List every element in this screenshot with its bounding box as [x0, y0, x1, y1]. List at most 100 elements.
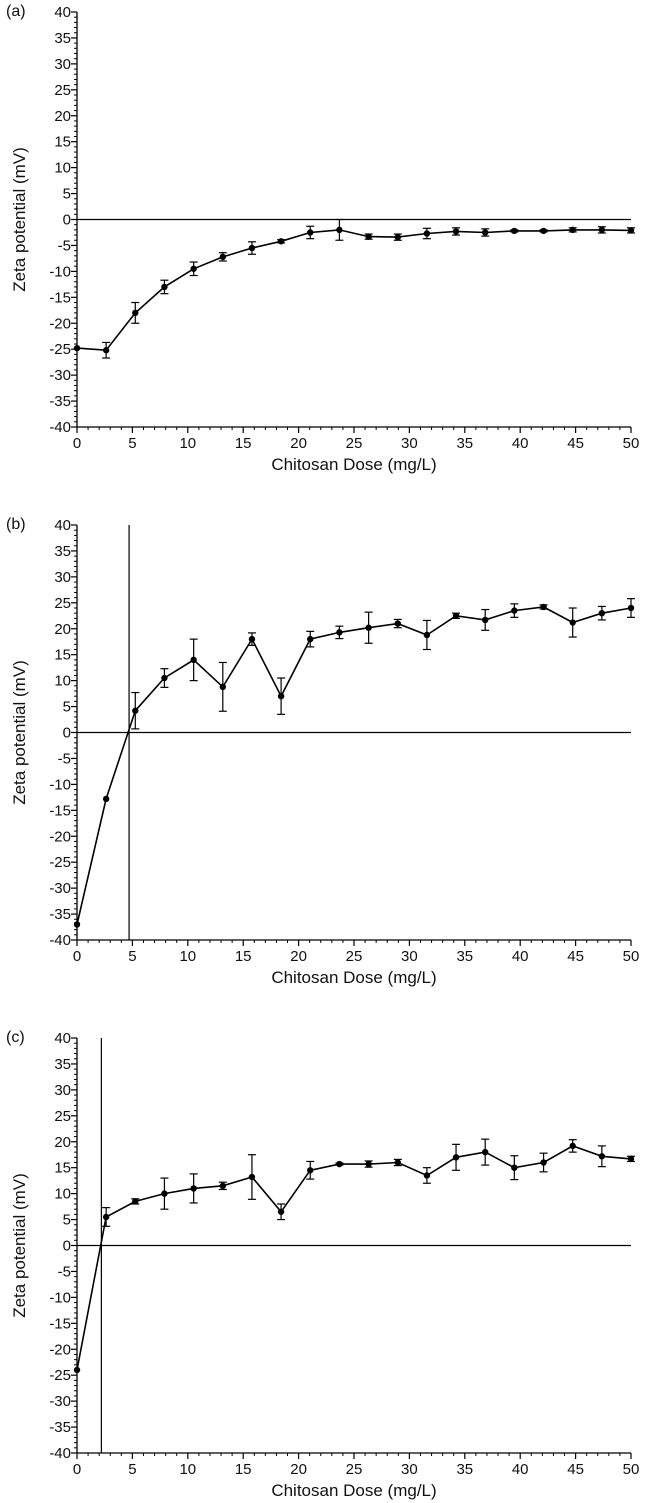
x-axis-title: Chitosan Dose (mg/L): [271, 968, 436, 987]
y-tick-label: 0: [63, 212, 71, 229]
data-point: [423, 1172, 431, 1179]
x-tick-label: 10: [179, 1461, 196, 1478]
x-tick-label: 25: [346, 1461, 363, 1478]
y-tick-label: 40: [54, 1030, 71, 1047]
y-tick-label: -20: [49, 1341, 71, 1358]
data-point: [481, 616, 489, 624]
y-tick-label: 30: [54, 56, 71, 73]
y-axis-title: Zeta potential (mV): [10, 147, 29, 292]
y-tick-label: -15: [49, 1315, 71, 1332]
data-point: [627, 604, 635, 612]
y-tick-label: -5: [58, 1263, 71, 1280]
x-tick-label: 40: [512, 948, 529, 965]
data-point: [307, 635, 314, 643]
x-tick-label: 25: [346, 435, 363, 452]
x-tick-label: 50: [623, 948, 640, 965]
y-tick-label: 5: [63, 699, 71, 716]
data-point: [161, 283, 168, 291]
data-point: [394, 233, 401, 241]
chart-panel-c: -40 -35 -30 -25 -20 -15 -10 -5 0 5 10 15 20 25 30 35 40 0…: [6, 1029, 639, 1500]
x-tick-label: 30: [401, 1461, 418, 1478]
y-tick-label: -10: [49, 776, 71, 793]
data-point: [423, 230, 431, 237]
y-tick-label: 5: [63, 1212, 71, 1229]
y-tick-label: -5: [58, 750, 71, 767]
x-tick-label: 20: [290, 1461, 307, 1478]
y-tick-label: 10: [54, 160, 71, 177]
data-point: [452, 1154, 460, 1161]
data-point: [365, 233, 372, 240]
y-tick-label: -15: [49, 802, 71, 819]
data-point: [190, 656, 197, 664]
data-point: [132, 309, 139, 317]
y-tick-label: -20: [49, 315, 71, 332]
y-tick-label: 25: [54, 595, 71, 612]
data-point: [132, 707, 139, 714]
y-tick-label: 0: [63, 1238, 71, 1255]
x-tick-label: 10: [179, 435, 196, 452]
x-tick-label: 20: [290, 948, 307, 965]
y-axis-title: Zeta potential (mV): [10, 1173, 29, 1318]
data-point: [540, 227, 547, 235]
y-tick-label: -30: [49, 880, 71, 897]
data-point: [394, 1159, 401, 1166]
y-tick-label: -40: [49, 1445, 71, 1462]
x-tick-label: 50: [623, 435, 640, 452]
series-line: [76, 229, 632, 352]
data-point: [161, 1190, 168, 1197]
x-tick-label: 0: [73, 948, 81, 965]
y-tick-label: 40: [54, 4, 71, 21]
y-tick-label: 20: [54, 1134, 71, 1151]
y-tick-label: -15: [49, 289, 71, 306]
data-point: [452, 612, 460, 619]
x-tick-label: 50: [623, 1461, 640, 1478]
y-tick-label: 25: [54, 82, 71, 99]
series-line: [76, 1145, 632, 1371]
data-point: [336, 629, 343, 636]
y-tick-label: 40: [54, 517, 71, 534]
data-point: [365, 624, 372, 631]
x-axis-title: Chitosan Dose (mg/L): [271, 455, 436, 474]
data-point: [540, 1159, 547, 1166]
chart-panel-a: -40 -35 -30 -25 -20 -15 -10 -5 0 5 10 15 20 25 30 35 40 0…: [6, 3, 639, 474]
data-point: [627, 227, 635, 234]
y-tick-label: 30: [54, 1082, 71, 1099]
y-tick-label: 15: [54, 1160, 71, 1177]
y-tick-label: -25: [49, 854, 71, 871]
data-point: [569, 1142, 576, 1150]
y-tick-label: 15: [54, 134, 71, 151]
data-point: [277, 238, 285, 245]
data-point: [307, 229, 314, 236]
data-point: [336, 226, 343, 234]
data-point: [540, 603, 547, 611]
y-tick-label: 10: [54, 673, 71, 690]
x-tick-label: 40: [512, 1461, 529, 1478]
data-point: [627, 1155, 635, 1163]
data-point: [511, 607, 518, 614]
x-tick-label: 35: [456, 435, 473, 452]
x-tick-label: 5: [128, 1461, 136, 1478]
y-tick-label: 15: [54, 647, 71, 664]
data-point: [277, 692, 285, 700]
data-point: [481, 229, 489, 236]
data-point: [511, 227, 518, 235]
data-point: [394, 620, 401, 627]
data-point: [307, 1167, 314, 1174]
y-tick-label: -10: [49, 263, 71, 280]
y-tick-label: 0: [63, 725, 71, 742]
data-point: [102, 795, 110, 803]
y-tick-label: -20: [49, 828, 71, 845]
panel-label: (a): [6, 3, 26, 20]
data-point: [73, 1366, 81, 1374]
y-tick-label: -35: [49, 1419, 71, 1436]
x-axis-title: Chitosan Dose (mg/L): [271, 1481, 436, 1500]
y-tick-label: 30: [54, 569, 71, 586]
panel-label: (c): [6, 1029, 25, 1046]
x-tick-label: 30: [401, 948, 418, 965]
data-point: [190, 1185, 197, 1192]
y-tick-label: 20: [54, 621, 71, 638]
y-tick-label: -30: [49, 367, 71, 384]
x-tick-label: 35: [456, 1461, 473, 1478]
x-tick-label: 20: [290, 435, 307, 452]
